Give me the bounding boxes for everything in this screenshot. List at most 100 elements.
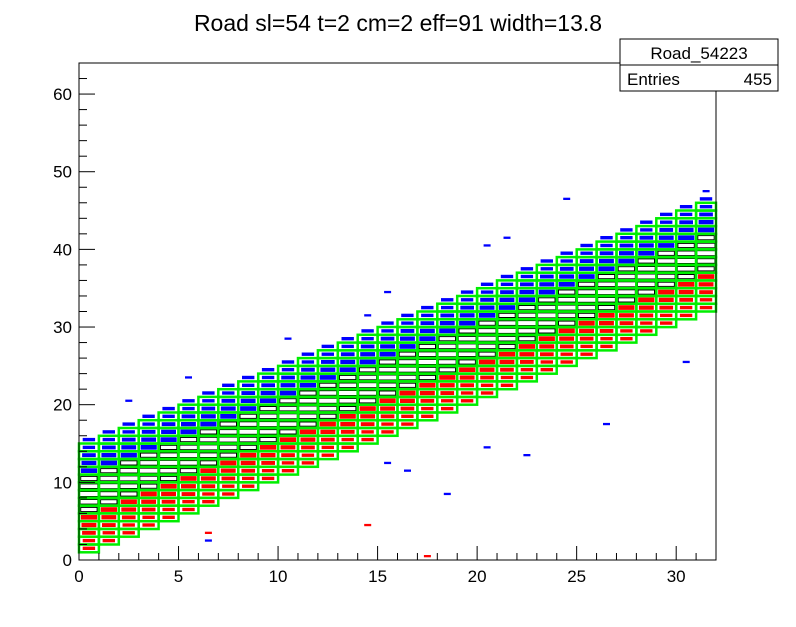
histogram-cell [200, 414, 216, 419]
histogram-cell [679, 313, 693, 318]
histogram-cell [500, 282, 514, 287]
histogram-cell [121, 437, 136, 442]
histogram-cell [679, 212, 693, 217]
histogram-cell [162, 414, 175, 419]
y-tick-label: 30 [53, 318, 72, 337]
histogram-cell [418, 366, 437, 373]
histogram-cell [260, 453, 276, 458]
histogram-cell [638, 305, 654, 310]
histogram-cell [500, 290, 514, 295]
histogram-cell [658, 297, 674, 303]
histogram-cell [696, 250, 716, 257]
histogram-cell [300, 437, 316, 442]
histogram-cell [140, 483, 158, 489]
outlier-cell [443, 492, 451, 496]
histogram-cell [122, 531, 135, 535]
histogram-cell [538, 297, 556, 303]
histogram-cell [181, 484, 196, 489]
histogram-cell [579, 336, 594, 341]
histogram-cell [81, 460, 97, 466]
histogram-cell [600, 243, 613, 248]
histogram-cell [600, 344, 613, 349]
histogram-cell [161, 491, 177, 497]
histogram-cell [359, 359, 376, 365]
x-tick-label: 30 [667, 567, 686, 586]
histogram-cell [219, 452, 238, 458]
histogram-cell [202, 500, 215, 504]
histogram-cell [597, 305, 616, 311]
histogram-cell [299, 382, 316, 388]
histogram-cell [617, 289, 636, 295]
histogram-cell [519, 289, 535, 295]
histogram-cell [240, 452, 257, 458]
histogram-cell [620, 228, 633, 232]
histogram-cell [439, 328, 456, 334]
histogram-cell [619, 321, 634, 326]
histogram-cell [119, 467, 139, 474]
histogram-cell [341, 437, 354, 442]
histogram-cell [258, 413, 278, 420]
outlier-cell [125, 399, 133, 402]
histogram-cell [142, 422, 155, 426]
histogram-cell [158, 459, 179, 466]
histogram-cell [340, 352, 355, 357]
histogram-cell [301, 367, 315, 372]
histogram-cell [379, 398, 396, 404]
histogram-cell [441, 399, 454, 403]
histogram-cell [140, 452, 158, 458]
histogram-cell [242, 484, 255, 488]
histogram-cell [240, 398, 256, 404]
histogram-cell [301, 445, 315, 450]
histogram-cell [100, 460, 118, 466]
histogram-cell [339, 374, 357, 381]
histogram-cell [678, 235, 695, 241]
histogram-cell [361, 329, 374, 333]
histogram-cell [140, 445, 157, 450]
histogram-cell [161, 422, 176, 427]
histogram-cell [299, 390, 317, 396]
chart-title: Road sl=54 t=2 cm=2 eff=91 width=13.8 [194, 10, 602, 36]
outlier-cell [204, 539, 212, 542]
histogram-cell [457, 351, 477, 357]
histogram-cell [261, 461, 275, 465]
histogram-cell [597, 297, 616, 303]
histogram-cell [79, 483, 99, 489]
histogram-cell [79, 499, 99, 505]
histogram-cell [699, 305, 713, 310]
histogram-cell [460, 305, 474, 310]
histogram-cell [500, 383, 514, 388]
histogram-cell [441, 305, 454, 310]
histogram-cell [222, 391, 235, 395]
histogram-cell [399, 344, 416, 349]
histogram-cell [182, 399, 195, 403]
histogram-cell [439, 321, 455, 326]
histogram-cell [120, 452, 137, 458]
histogram-cell [678, 289, 694, 295]
histogram-cell [421, 406, 434, 411]
histogram-cell [378, 359, 397, 365]
histogram-cell [437, 359, 457, 365]
histogram-cell [340, 359, 356, 365]
histogram-cell [99, 491, 119, 497]
histogram-cell [599, 258, 614, 264]
histogram-cell [500, 274, 514, 279]
histogram-cell [620, 329, 633, 333]
histogram-cell [358, 398, 377, 404]
histogram-cell [618, 305, 635, 310]
histogram-cell [480, 383, 494, 388]
histogram-cell [637, 266, 656, 272]
axes: 0 5 10 15 20 25 30 0 10 20 30 40 50 60 [53, 62, 717, 586]
histogram-cell [360, 344, 375, 349]
histogram-cell [360, 352, 376, 357]
histogram-cell [479, 313, 496, 318]
histogram-cell [418, 343, 437, 350]
histogram-cell [102, 523, 116, 527]
histogram-cell [161, 499, 176, 504]
histogram-cell [479, 359, 496, 365]
histogram-cell [497, 335, 517, 342]
histogram-cell [540, 352, 554, 357]
histogram-cell [699, 197, 713, 201]
histogram-cell [261, 476, 275, 481]
histogram-cell [499, 359, 515, 365]
stats-box: Road_54223 Entries 455 [619, 38, 779, 92]
